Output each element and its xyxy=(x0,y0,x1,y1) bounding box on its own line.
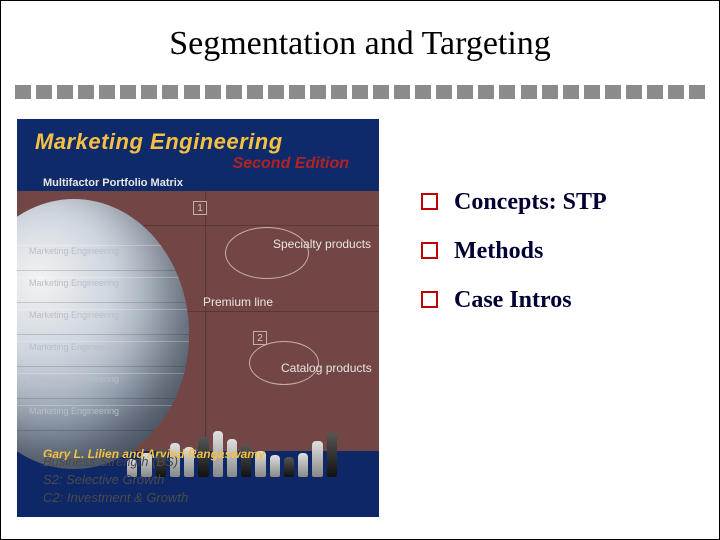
diagram-label: Specialty products xyxy=(273,237,371,251)
list-item: Case Intros xyxy=(421,287,699,314)
dotted-divider xyxy=(15,85,705,99)
book-title: Marketing Engineering xyxy=(35,129,283,155)
bullet-square-icon xyxy=(421,291,438,308)
book-subtitle: Multifactor Portfolio Matrix xyxy=(43,177,183,189)
list-item: Methods xyxy=(421,238,699,265)
book-bottom-lines: Business Strength (BS) S2: Selective Gro… xyxy=(43,453,188,507)
page-title: Segmentation and Targeting xyxy=(1,25,719,63)
diagram-label: Catalog products xyxy=(281,361,372,375)
bullet-square-icon xyxy=(421,193,438,210)
list-item: Concepts: STP xyxy=(421,189,699,216)
bullet-text: Case Intros xyxy=(454,287,572,314)
bullet-square-icon xyxy=(421,242,438,259)
slide: Segmentation and Targeting Marketing Eng… xyxy=(0,0,720,540)
diagram-label: Premium line xyxy=(203,295,273,309)
diagram-ellipse xyxy=(225,227,309,279)
diagram-cell-number: 1 xyxy=(193,201,207,215)
bullet-text: Concepts: STP xyxy=(454,189,607,216)
bullet-text: Methods xyxy=(454,238,543,265)
book-edition: Second Edition xyxy=(233,155,349,173)
bullet-list: Concepts: STP Methods Case Intros xyxy=(421,189,699,336)
book-cover-image: Marketing Engineering Second Edition Mul… xyxy=(17,119,379,517)
diagram-cell-number: 2 xyxy=(253,331,267,345)
